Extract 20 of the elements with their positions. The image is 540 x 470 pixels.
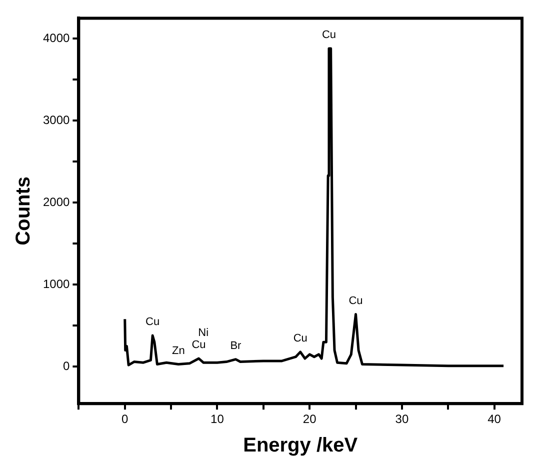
annotation: Cu bbox=[322, 29, 336, 42]
x-tick-label: 30 bbox=[395, 412, 409, 426]
annotation: Ni bbox=[198, 327, 209, 340]
x-tick-label: 10 bbox=[210, 412, 224, 426]
y-tick-label: 0 bbox=[63, 359, 70, 374]
annotation: Cu bbox=[146, 316, 160, 328]
annotation: Br bbox=[230, 340, 242, 352]
y-tick-label: 2000 bbox=[42, 195, 70, 210]
y-tick-label: 1000 bbox=[42, 277, 70, 292]
annotation: Cu bbox=[192, 339, 206, 352]
x-tick-label: 0 bbox=[122, 412, 129, 426]
annotation: Cu bbox=[293, 332, 308, 344]
y-axis-title: Counts bbox=[12, 176, 35, 246]
x-axis-title: Energy /keV bbox=[243, 434, 358, 457]
annotation: Cu bbox=[348, 294, 363, 307]
x-tick-label: 40 bbox=[488, 412, 502, 426]
x-tick-label: 20 bbox=[302, 412, 317, 426]
y-tick-label: 3000 bbox=[42, 113, 70, 128]
y-tick-label: 4000 bbox=[42, 31, 70, 46]
annotation: Zn bbox=[172, 344, 185, 357]
